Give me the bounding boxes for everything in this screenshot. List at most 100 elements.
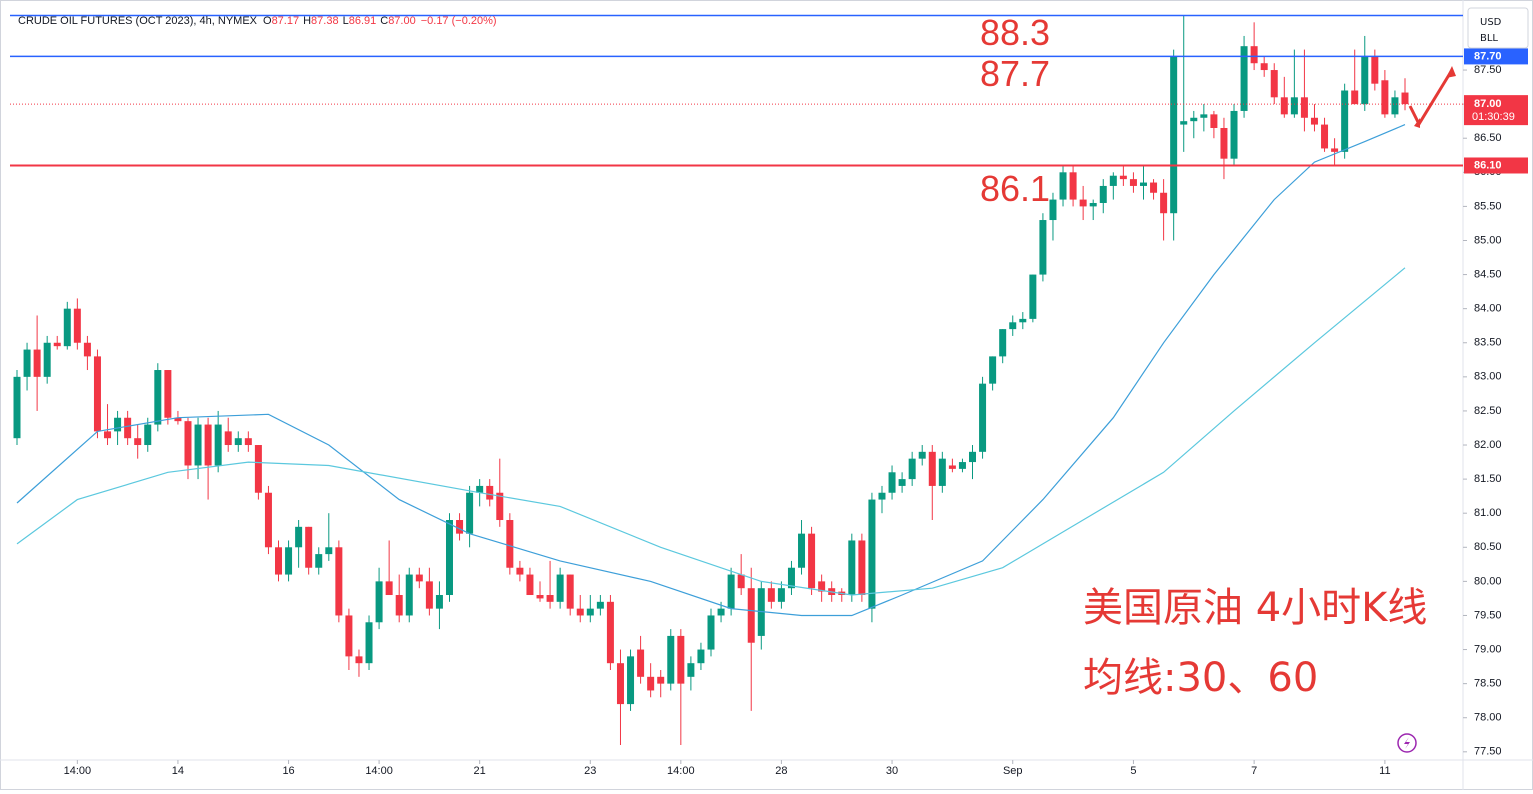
- candle-body: [13, 376, 21, 439]
- candle-body: [365, 622, 373, 664]
- x-tick-label: 11: [1379, 765, 1390, 777]
- candle-body: [1260, 63, 1268, 71]
- y-tick-label: 78.00: [1474, 712, 1502, 724]
- y-tick-label: 84.00: [1474, 303, 1502, 315]
- x-tick-label: 28: [775, 765, 787, 777]
- candle-body: [1119, 175, 1127, 180]
- y-tick-label: 85.00: [1474, 234, 1502, 246]
- candle-body: [234, 438, 242, 446]
- price-label: 87.70: [1474, 50, 1502, 62]
- candle-body: [979, 383, 987, 452]
- level-annotation: 87.7: [980, 53, 1050, 94]
- candle-body: [435, 595, 443, 609]
- y-tick-label: 86.50: [1474, 132, 1502, 144]
- candle-body: [385, 581, 393, 596]
- candle-body: [637, 649, 645, 677]
- currency-box[interactable]: [1467, 7, 1529, 49]
- annotation: 均线:30、60: [1083, 655, 1318, 701]
- candle-body: [154, 370, 162, 425]
- candle-body: [1290, 97, 1298, 115]
- candle-body: [1029, 274, 1037, 319]
- candle-body: [858, 540, 866, 596]
- candle-body: [627, 656, 635, 705]
- candle-body: [1200, 114, 1208, 118]
- candle-body: [737, 574, 745, 589]
- level-annotation: 88.3: [980, 12, 1050, 53]
- candle-body: [224, 431, 232, 446]
- candle-body: [114, 417, 122, 432]
- candle-body: [244, 438, 252, 446]
- candle-body: [908, 458, 916, 480]
- candle-body: [898, 479, 906, 486]
- candle-body: [1099, 185, 1107, 203]
- candle-body: [969, 451, 977, 463]
- y-tick-label: 83.00: [1474, 371, 1502, 383]
- candle-body: [63, 308, 71, 347]
- last-price-box: [1464, 95, 1528, 126]
- candle-body: [174, 417, 182, 422]
- candle-body: [43, 342, 51, 377]
- field-value: 86.91: [349, 15, 377, 27]
- candle-body: [254, 445, 262, 493]
- candle-body: [1270, 70, 1278, 98]
- x-tick-label: 7: [1251, 765, 1257, 777]
- candle-body: [315, 554, 323, 568]
- candle-body: [647, 676, 655, 691]
- price-label-box: [1464, 48, 1528, 65]
- candle-body: [83, 342, 91, 357]
- candle-body: [707, 615, 715, 650]
- level-annotation: 86.1: [980, 168, 1050, 209]
- candle-body: [1351, 90, 1359, 105]
- candle-body: [556, 574, 564, 602]
- y-tick-label: 85.50: [1474, 200, 1502, 212]
- candle-body: [1049, 199, 1057, 221]
- y-tick-label: 83.50: [1474, 337, 1502, 349]
- candle-body: [1210, 114, 1218, 128]
- candle-body: [335, 547, 343, 616]
- candle-body: [93, 356, 101, 432]
- annotation: 美国原油 4小时K线: [1083, 585, 1427, 631]
- candle-body: [355, 656, 363, 664]
- candle-body: [264, 492, 272, 548]
- y-tick-label: 77.50: [1474, 746, 1502, 758]
- candle-body: [999, 329, 1007, 357]
- candle-body: [164, 370, 172, 418]
- field-value: 87.00: [388, 15, 416, 27]
- candle-body: [23, 349, 31, 377]
- candle-body: [486, 485, 494, 500]
- y-tick-label: 79.00: [1474, 643, 1502, 655]
- candle-body: [214, 424, 222, 466]
- candle-body: [727, 574, 735, 609]
- candle-body: [1190, 117, 1198, 122]
- candle-body: [948, 465, 956, 469]
- candle-body: [1059, 172, 1067, 200]
- candle-body: [1371, 56, 1379, 84]
- candle-body: [1381, 80, 1389, 115]
- y-tick-label: 82.50: [1474, 405, 1502, 417]
- candle-body: [1280, 97, 1288, 115]
- candle-body: [375, 581, 383, 623]
- candle-body: [506, 520, 514, 568]
- candle-body: [395, 595, 403, 616]
- candle-body: [918, 451, 926, 459]
- candle-body: [466, 492, 474, 534]
- candle-body: [345, 615, 353, 657]
- x-tick-label: 16: [282, 765, 294, 777]
- candle-body: [415, 574, 423, 582]
- price-axis: 77.50 78.00 78.50 79.00 79.50 80.00 80.50 81.00…: [64, 48, 1528, 777]
- candle-body: [526, 574, 534, 596]
- candle-body: [1139, 182, 1147, 186]
- y-tick-label: 78.50: [1474, 678, 1502, 690]
- candle-body: [848, 540, 856, 596]
- candle-body: [73, 308, 81, 343]
- y-tick-label: 81.00: [1474, 507, 1502, 519]
- x-tick-label: 21: [474, 765, 486, 777]
- alert-icon[interactable]: [1397, 733, 1417, 753]
- candle-body: [989, 356, 997, 384]
- field-key: H: [303, 15, 311, 27]
- candle-body: [1310, 117, 1318, 125]
- candle-body: [687, 663, 695, 677]
- candle-body: [928, 451, 936, 486]
- candle-body: [1180, 121, 1188, 125]
